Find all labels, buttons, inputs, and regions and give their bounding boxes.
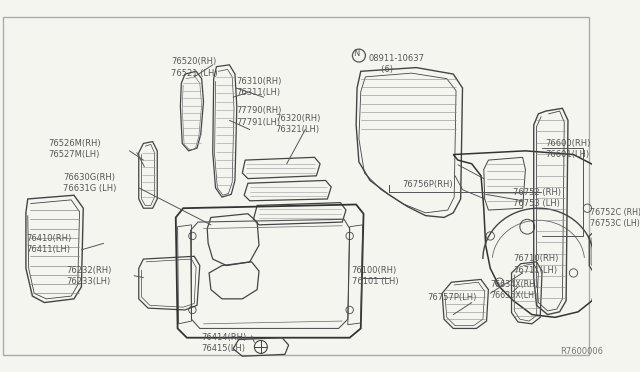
- Text: 76630G(RH)
76631G (LH): 76630G(RH) 76631G (LH): [63, 173, 116, 193]
- Text: 76100(RH)
76101 (LH): 76100(RH) 76101 (LH): [351, 266, 398, 286]
- Text: 08911-10637
     (6): 08911-10637 (6): [368, 54, 424, 74]
- Text: 76320(RH)
76321(LH): 76320(RH) 76321(LH): [276, 114, 321, 134]
- Text: 76710(RH)
76711(LH): 76710(RH) 76711(LH): [513, 254, 559, 275]
- Text: 76752 (RH)
76753 (LH): 76752 (RH) 76753 (LH): [513, 188, 561, 208]
- Text: R7600006: R7600006: [559, 347, 603, 356]
- Text: 76414(RH)
76415(LH): 76414(RH) 76415(LH): [202, 333, 247, 353]
- Text: 76756P(RH): 76756P(RH): [403, 180, 453, 189]
- Text: 76600(RH)
76601(LH): 76600(RH) 76601(LH): [546, 139, 591, 159]
- Text: 77790(RH)
77791(LH): 77790(RH) 77791(LH): [236, 106, 281, 126]
- Text: 76410(RH)
76411(LH): 76410(RH) 76411(LH): [26, 234, 71, 254]
- Text: 76310(RH)
76311(LH): 76310(RH) 76311(LH): [236, 77, 281, 97]
- Text: 76757P(LH): 76757P(LH): [428, 293, 477, 302]
- Text: 76520(RH)
76521 (LH): 76520(RH) 76521 (LH): [171, 57, 218, 77]
- Text: 76526M(RH)
76527M(LH): 76526M(RH) 76527M(LH): [48, 139, 100, 159]
- Text: 76752C (RH)
76753C (LH): 76752C (RH) 76753C (LH): [590, 208, 640, 228]
- Text: N: N: [353, 49, 359, 58]
- Text: 76232(RH)
76233(LH): 76232(RH) 76233(LH): [67, 266, 112, 286]
- Text: 76634X(RH)
76635X(LH): 76634X(RH) 76635X(LH): [490, 280, 538, 301]
